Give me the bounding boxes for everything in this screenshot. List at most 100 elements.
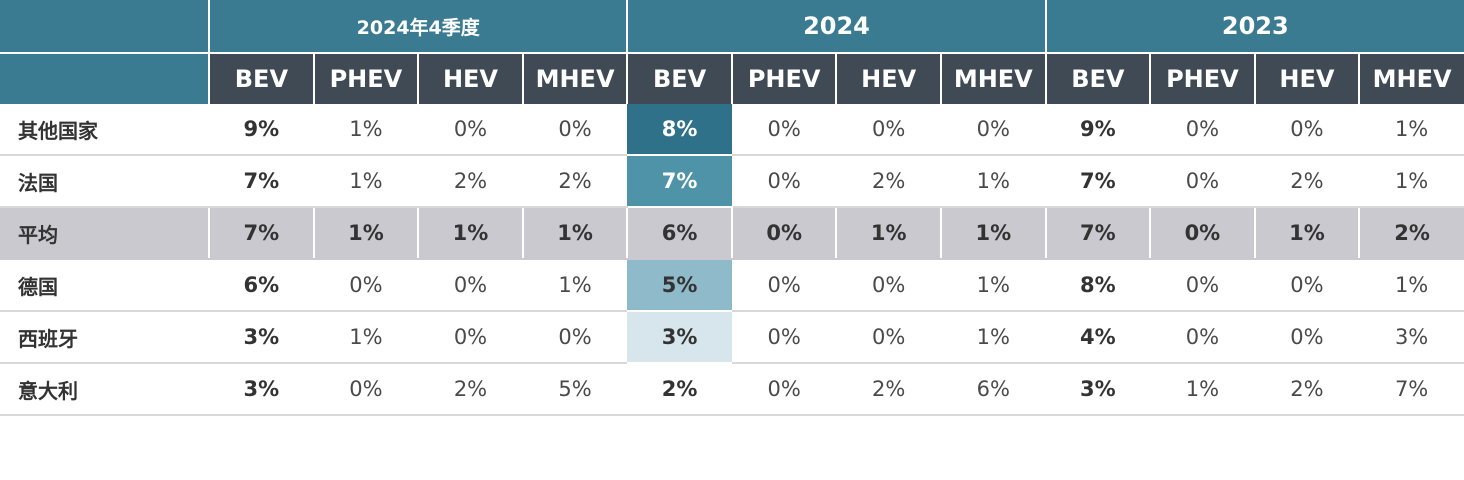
table-cell: 4%: [1045, 311, 1151, 364]
table-cell: 3%: [209, 311, 314, 364]
table-cell: 0%: [731, 155, 837, 208]
column-header: PHEV: [1149, 52, 1255, 104]
table-cell: 0%: [1150, 311, 1255, 364]
row-label: 德国: [0, 259, 210, 312]
column-header: BEV: [208, 52, 314, 104]
table-cell: 1%: [1359, 104, 1464, 156]
table-cell: 1%: [1359, 155, 1464, 208]
table-cell: 0%: [836, 311, 941, 364]
table-cell: 1%: [417, 207, 523, 260]
table-cell: 5%: [522, 363, 628, 416]
table-cell: 3%: [1045, 363, 1151, 416]
table-cell: 7%: [209, 155, 314, 208]
table-cell: 1%: [939, 207, 1046, 260]
table-cell: 1%: [313, 104, 419, 156]
group-header: 2024: [626, 0, 1046, 53]
table-cell: 1%: [313, 311, 419, 364]
table-row: 其他国家 9% 1% 0% 0% 8% 0% 0% 0% 9% 0% 0% 1%: [0, 104, 1464, 156]
column-header: BEV: [1044, 52, 1151, 104]
table-row: 意大利 3% 0% 2% 5% 2% 0% 2% 6% 3% 1% 2% 7%: [0, 363, 1464, 416]
table-cell: 2%: [1358, 207, 1464, 260]
table-cell: 3%: [209, 363, 314, 416]
table-body: 其他国家 9% 1% 0% 0% 8% 0% 0% 0% 9% 0% 0% 1% 法国 7% 1% 2% 2% 7%…: [0, 104, 1464, 416]
table-cell: 6%: [940, 363, 1046, 416]
column-header: BEV: [626, 52, 732, 104]
table-cell: 1%: [835, 207, 941, 260]
table-cell: 5%: [627, 259, 732, 312]
table-cell: 0%: [1150, 259, 1255, 312]
table-cell: 0%: [1150, 104, 1255, 156]
row-label: 意大利: [0, 363, 210, 416]
table-cell: 2%: [418, 363, 523, 416]
table-cell: 6%: [209, 259, 314, 312]
table-cell: 0%: [731, 311, 837, 364]
table-cell: 3%: [1359, 311, 1464, 364]
column-header: MHEV: [521, 52, 628, 104]
corner-cell: [0, 0, 210, 53]
row-label: 法国: [0, 155, 210, 208]
table-row: 德国 6% 0% 0% 1% 5% 0% 0% 1% 8% 0% 0% 1%: [0, 259, 1464, 312]
table-cell: 6%: [626, 207, 732, 260]
corner-cell: [0, 52, 210, 104]
table-cell: 2%: [836, 155, 941, 208]
table-row: 西班牙 3% 1% 0% 0% 3% 0% 0% 1% 4% 0% 0% 3%: [0, 311, 1464, 364]
table-row: 法国 7% 1% 2% 2% 7% 0% 2% 1% 7% 0% 2% 1%: [0, 155, 1464, 208]
group-header: 2024年4季度: [208, 0, 628, 53]
table-cell: 1%: [1359, 259, 1464, 312]
table-cell: 0%: [731, 104, 837, 156]
table-cell: 0%: [731, 363, 837, 416]
column-header: HEV: [417, 52, 523, 104]
table-cell: 1%: [940, 155, 1046, 208]
table-cell: 0%: [522, 104, 628, 156]
column-header: MHEV: [939, 52, 1046, 104]
table-cell: 7%: [627, 155, 732, 208]
table-cell: 1%: [940, 311, 1046, 364]
table-cell: 7%: [1359, 363, 1464, 416]
table-cell: 0%: [730, 207, 837, 260]
table-cell: 3%: [627, 311, 732, 364]
table-cell: 9%: [209, 104, 314, 156]
table-cell: 0%: [1254, 104, 1360, 156]
column-header: PHEV: [312, 52, 419, 104]
table-cell: 0%: [418, 259, 523, 312]
table-cell: 8%: [627, 104, 732, 156]
table-cell: 2%: [1254, 155, 1360, 208]
table-cell: 1%: [522, 259, 628, 312]
table-cell: 0%: [313, 363, 419, 416]
table-cell: 1%: [313, 155, 419, 208]
table-cell: 1%: [1253, 207, 1360, 260]
table-cell: 1%: [521, 207, 628, 260]
column-header: PHEV: [730, 52, 837, 104]
group-header: 2023: [1044, 0, 1464, 53]
table-cell: 7%: [1045, 155, 1151, 208]
row-label: 平均: [0, 207, 210, 260]
table-cell: 2%: [836, 363, 941, 416]
table-cell: 0%: [418, 104, 523, 156]
table-cell: 1%: [1150, 363, 1255, 416]
table-cell: 2%: [522, 155, 628, 208]
table-cell: 9%: [1045, 104, 1151, 156]
table-cell: 2%: [1254, 363, 1360, 416]
table-cell: 0%: [313, 259, 419, 312]
data-table: 2024年4季度 2024 2023 BEV PHEV HEV MHEV BEV…: [0, 0, 1464, 416]
row-label: 西班牙: [0, 311, 210, 364]
table-cell: 0%: [418, 311, 523, 364]
table-cell: 8%: [1045, 259, 1151, 312]
table-cell: 2%: [627, 363, 732, 416]
table-cell: 1%: [312, 207, 419, 260]
table-cell: 0%: [1254, 311, 1360, 364]
table-cell: 0%: [522, 311, 628, 364]
table-cell: 0%: [836, 104, 941, 156]
table-cell: 1%: [940, 259, 1046, 312]
table-cell: 2%: [418, 155, 523, 208]
table-row: 平均 7% 1% 1% 1% 6% 0% 1% 1% 7% 0% 1% 2%: [0, 207, 1464, 260]
column-header: HEV: [835, 52, 941, 104]
table-cell: 0%: [1149, 207, 1255, 260]
table-cell: 0%: [731, 259, 837, 312]
row-label: 其他国家: [0, 104, 210, 156]
table-cell: 0%: [1150, 155, 1255, 208]
table-cell: 0%: [940, 104, 1046, 156]
column-header: MHEV: [1358, 52, 1464, 104]
column-header: HEV: [1253, 52, 1360, 104]
table-cell: 0%: [1254, 259, 1360, 312]
